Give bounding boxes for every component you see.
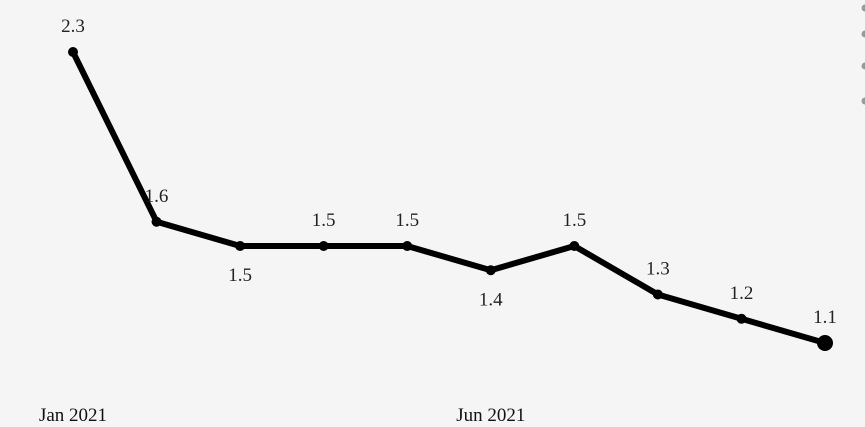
data-point	[151, 216, 162, 227]
legend-marker	[861, 4, 865, 12]
data-label: 1.3	[646, 259, 670, 280]
data-point	[817, 335, 833, 351]
x-tick-label: Jan 2021	[39, 405, 107, 426]
data-label: 1.5	[562, 210, 586, 231]
series-line	[70, 49, 828, 346]
legend-marker	[861, 62, 865, 70]
data-point	[652, 289, 663, 300]
data-label: 1.1	[813, 307, 837, 328]
data-labels: 2.3 1.6 1.5 1.5 1.5 1.4 1.5 1.3 1.2 1.1	[61, 16, 837, 328]
data-point	[569, 241, 580, 251]
data-label: 1.4	[479, 289, 503, 310]
legend-marker	[861, 30, 865, 38]
data-point	[318, 241, 329, 251]
data-point	[68, 47, 78, 57]
data-label: 1.2	[730, 283, 754, 304]
data-point	[485, 265, 496, 276]
data-point	[402, 241, 413, 251]
data-label: 1.5	[228, 265, 252, 286]
data-point	[736, 313, 747, 324]
data-label: 1.6	[145, 186, 169, 207]
legend-markers	[861, 4, 865, 105]
legend-marker	[861, 97, 865, 105]
data-label: 1.5	[395, 210, 419, 231]
data-label: 1.5	[312, 210, 336, 231]
x-axis-ticks: Jan 2021 Jun 2021	[39, 405, 525, 426]
x-tick-label: Jun 2021	[456, 405, 525, 426]
data-points	[68, 47, 833, 351]
data-point	[235, 241, 246, 251]
data-label: 2.3	[61, 16, 85, 37]
